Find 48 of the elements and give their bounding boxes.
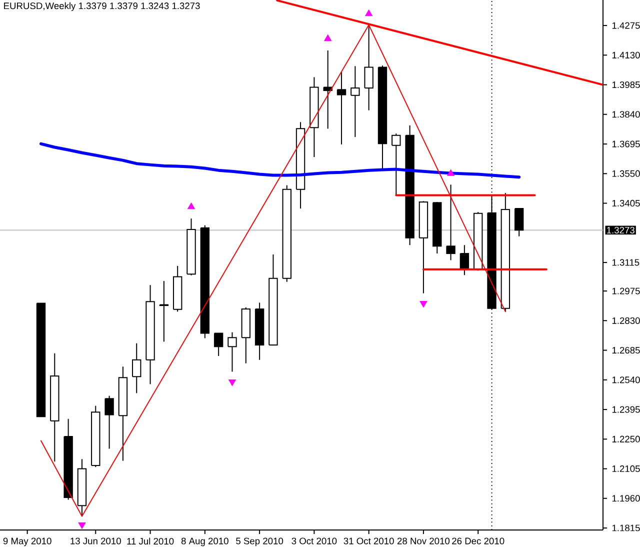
x-tick-label: 5 Sep 2010 [236, 538, 284, 546]
x-tick-label: 13 Jun 2010 [70, 538, 121, 544]
x-tick-label: 3 Oct 2010 [292, 538, 337, 544]
candlestick [514, 208, 524, 237]
y-tick-label: 1.4130 [612, 52, 640, 58]
candlestick [364, 24, 374, 111]
candlestick [159, 280, 169, 342]
candlestick [132, 342, 142, 394]
y-tick-label: 1.2250 [612, 436, 640, 442]
y-tick-label: 1.2540 [612, 376, 640, 384]
y-tick-label: 1.2830 [612, 317, 640, 324]
candlestick [392, 133, 401, 196]
point [324, 34, 332, 42]
x-tick-label: 26 Dec 2010 [452, 538, 504, 544]
ref-line-label: 1.3273 [607, 226, 634, 234]
y-tick-label: 1.3985 [612, 81, 640, 88]
chart-title: EURUSD,Weekly 1.3379 1.3379 1.3243 1.3273 [4, 2, 200, 11]
candlestick [336, 72, 346, 145]
y-tick-label: 1.3695 [612, 140, 640, 148]
candlestick [350, 66, 360, 138]
x-tick-label: 11 Jul 2010 [127, 538, 174, 545]
x-tick-label: 31 Oct 2010 [344, 538, 394, 544]
y-tick-label: 1.1960 [612, 495, 640, 502]
point [228, 379, 236, 386]
candlestick [323, 50, 332, 130]
y-tick-label: 1.3115 [612, 259, 640, 266]
y-tick-label: 1.2105 [612, 465, 640, 472]
y-tick-label: 1.2975 [612, 288, 640, 294]
y-tick-label: 1.2395 [612, 406, 640, 413]
candlestick [214, 332, 224, 356]
candlestick [104, 395, 114, 450]
y-tick-label: 1.4275 [612, 22, 640, 29]
point [447, 169, 455, 176]
point [365, 10, 373, 16]
point [78, 522, 86, 529]
x-tick-label: 8 Aug 2010 [181, 538, 228, 546]
candlestick [460, 244, 470, 276]
x-tick-label: 9 May 2010 [3, 538, 52, 546]
point [188, 202, 195, 210]
x-tick-label: 28 Nov 2010 [397, 538, 450, 544]
candlestick [228, 332, 237, 372]
point [420, 301, 428, 308]
y-tick-label: 1.1815 [612, 524, 640, 532]
y-tick-label: 1.3840 [612, 111, 640, 118]
y-tick-label: 1.3550 [612, 170, 640, 177]
y-tick-label: 1.2685 [612, 346, 640, 354]
candlestick [446, 184, 456, 261]
y-tick-label: 1.3405 [612, 200, 640, 207]
